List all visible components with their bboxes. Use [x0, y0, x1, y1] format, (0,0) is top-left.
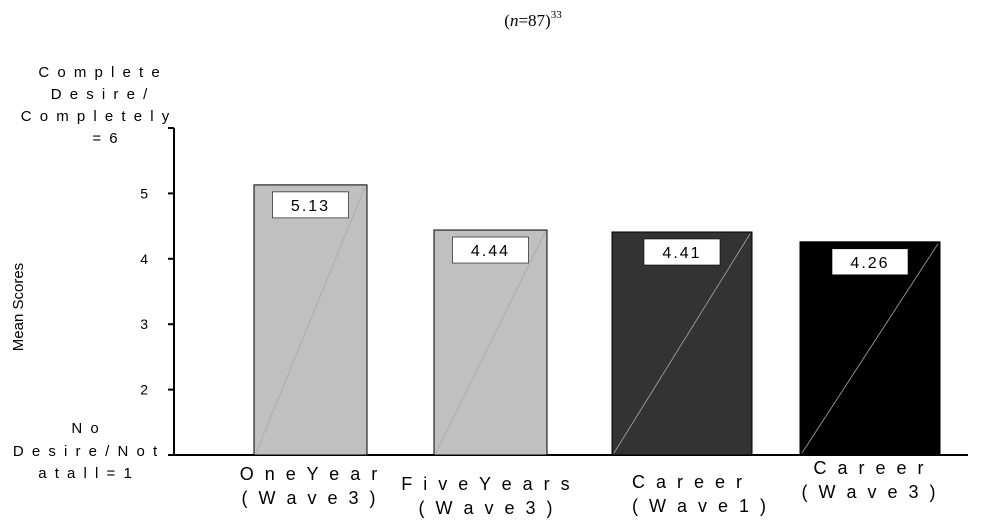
category-label-line-1: F i v e Y e a r s: [401, 474, 572, 494]
bars: 5.13 4.44 4.41 4.26: [253, 184, 941, 456]
y-axis-label: Mean Scores: [10, 263, 27, 351]
bar-texture: [435, 231, 546, 454]
data-label: 4.26: [850, 255, 889, 272]
category-label-line-1: C a r e e r: [813, 458, 926, 478]
bar-texture: [255, 186, 366, 454]
category-label-line-2: ( W a v e 3 ): [801, 482, 938, 502]
subtitle-eq: =87): [518, 11, 550, 30]
y-bottom-label-line-3: a t a l l = 1: [38, 465, 134, 482]
category-label-line-2: ( W a v e 3 ): [418, 498, 555, 518]
bar-texture: [613, 233, 751, 454]
y-bottom-anchor-label: N o D e s i r e / N o t a t a l l = 1: [13, 420, 159, 482]
y-top-label-line-4: = 6: [92, 130, 119, 147]
category-label-line-1: O n e Y e a r: [240, 464, 380, 484]
subtitle-superscript: 33: [551, 9, 563, 21]
data-label: 4.41: [662, 245, 701, 262]
data-label: 5.13: [291, 198, 330, 215]
data-label-box: [643, 238, 721, 266]
y-top-label-line-1: C o m p l e t e: [38, 64, 161, 81]
y-tick-label: 3: [140, 316, 148, 332]
category-labels: O n e Y e a r ( W a v e 3 ) F i v e Y e a …: [240, 458, 938, 518]
y-top-anchor-label: C o m p l e t e D e s i r e / C o m p l …: [21, 64, 172, 147]
y-tick-label: 5: [140, 185, 148, 201]
data-label-box: [452, 236, 529, 264]
y-top-label-line-3: C o m p l e t e l y: [21, 108, 172, 125]
bar-texture: [801, 243, 939, 454]
y-bottom-label-line-2: D e s i r e / N o t: [13, 443, 159, 460]
data-label-box: [831, 248, 909, 276]
y-tick-label: 4: [140, 251, 148, 267]
data-label: 4.44: [471, 243, 510, 260]
y-tick-label: 2: [140, 382, 148, 398]
subtitle-n: n: [510, 11, 519, 30]
y-top-label-line-2: D e s i r e /: [51, 86, 150, 103]
chart-subtitle: (n=87)33: [504, 9, 562, 30]
data-label-box: [272, 191, 349, 219]
category-label-line-1: C a r e e r: [632, 472, 745, 492]
subtitle-open: (: [504, 11, 510, 30]
category-label-line-2: ( W a v e 1 ): [632, 496, 769, 516]
y-bottom-label-line-1: N o: [71, 420, 100, 437]
category-label-line-2: ( W a v e 3 ): [241, 488, 378, 508]
